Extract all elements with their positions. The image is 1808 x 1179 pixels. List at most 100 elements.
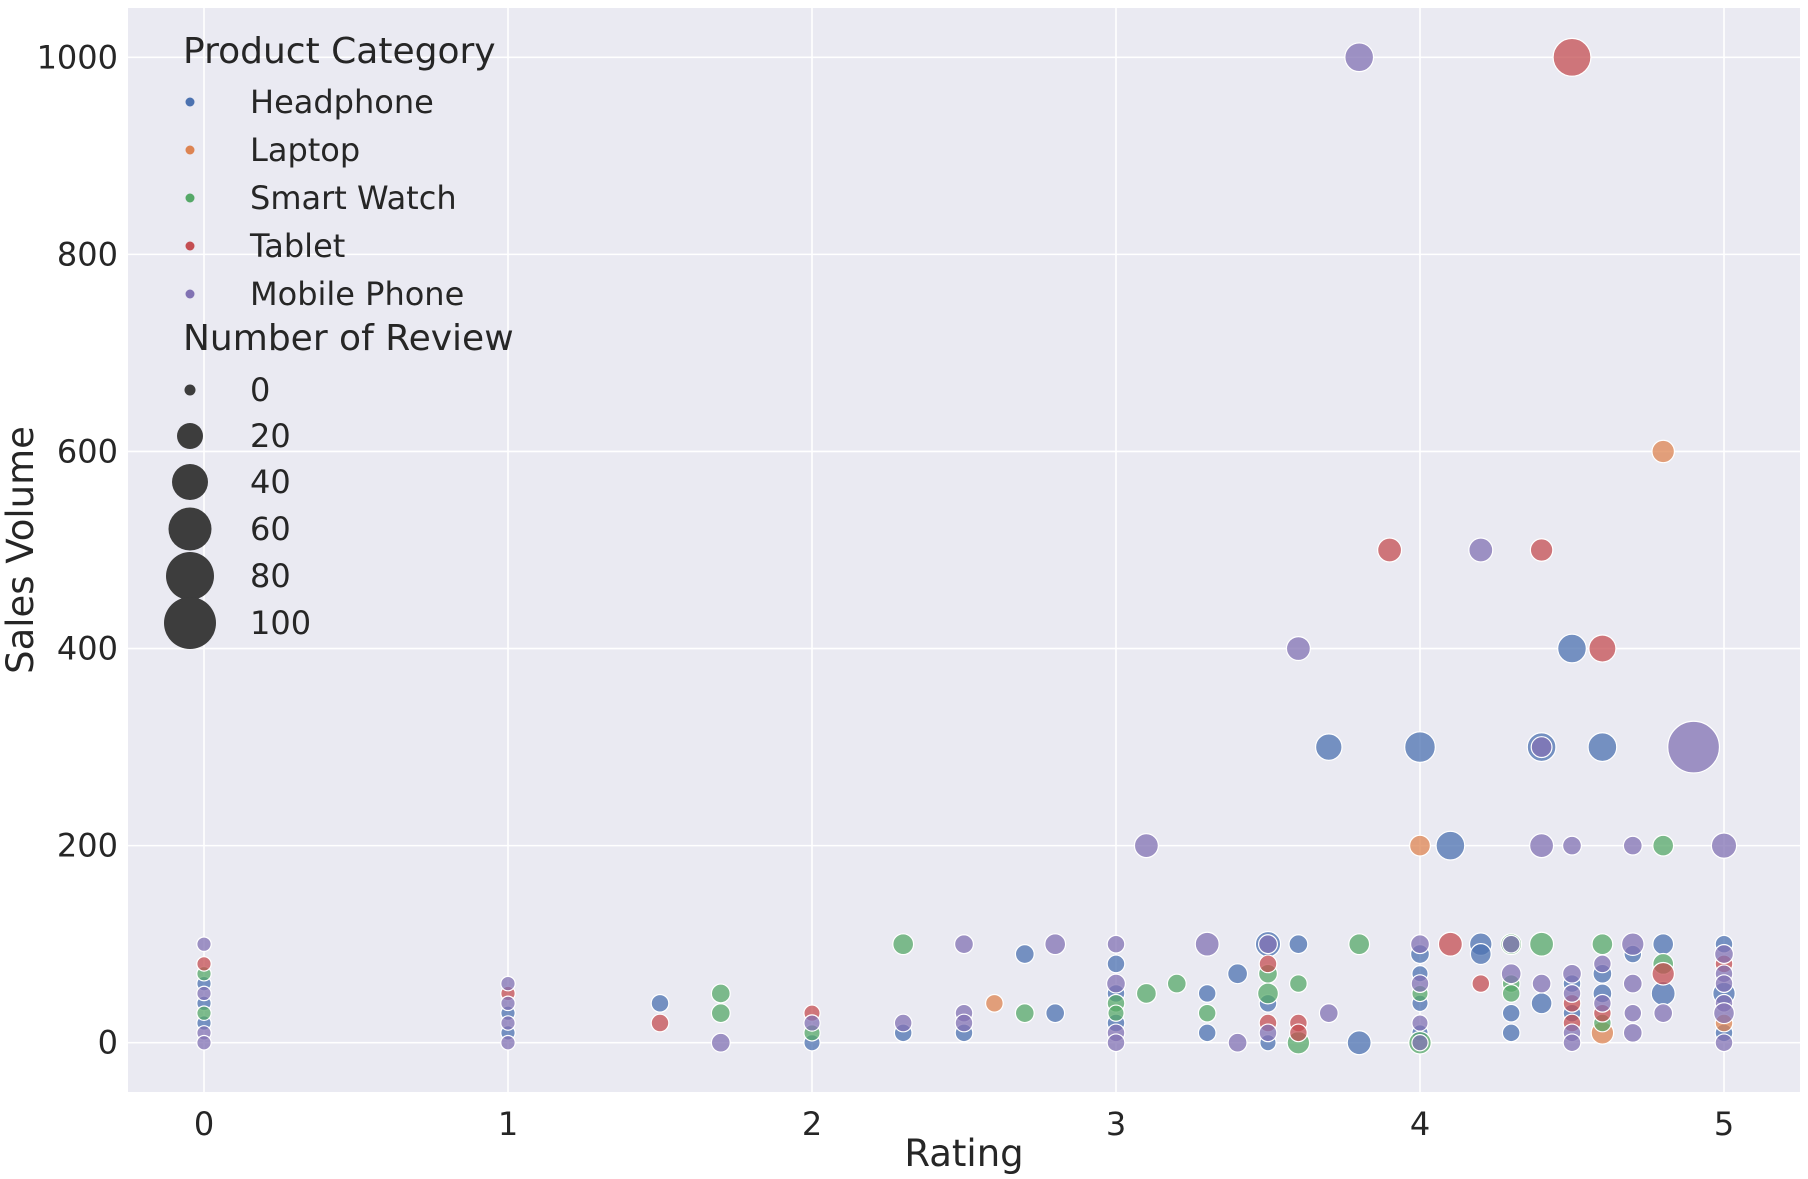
x-tick-label: 0	[194, 1105, 214, 1143]
data-point	[1314, 733, 1343, 761]
x-tick-label: 4	[1410, 1105, 1430, 1143]
data-point	[1197, 1003, 1217, 1023]
legend-label: Mobile Phone	[250, 275, 464, 313]
data-point	[1530, 992, 1553, 1015]
data-point	[1285, 635, 1311, 662]
data-point	[1710, 832, 1738, 859]
data-point	[710, 983, 731, 1004]
data-point	[1194, 931, 1220, 957]
data-point	[1591, 933, 1614, 956]
x-tick-label: 2	[802, 1105, 822, 1143]
legend-size-label: 20	[250, 417, 291, 455]
data-point	[1411, 1014, 1429, 1032]
data-point	[1257, 934, 1278, 955]
x-axis-ticks: 0 1 2 3 4 5	[194, 1105, 1734, 1143]
data-point	[1044, 933, 1067, 956]
data-point	[1410, 974, 1430, 994]
data-point	[1166, 973, 1187, 994]
data-point	[196, 956, 212, 972]
data-point	[1257, 982, 1279, 1005]
data-point	[1592, 954, 1612, 974]
data-point	[1105, 973, 1126, 994]
data-point	[1552, 37, 1592, 77]
data-point	[1318, 1003, 1339, 1024]
data-point	[1557, 633, 1587, 664]
data-point	[1667, 720, 1721, 774]
data-point	[1404, 731, 1436, 764]
data-point	[1501, 934, 1521, 954]
data-point	[1530, 736, 1553, 759]
legend-size-marker	[168, 507, 212, 551]
data-point	[1258, 954, 1278, 974]
data-point	[1713, 944, 1734, 965]
x-axis-title: Rating	[904, 1132, 1023, 1175]
legend-marker	[185, 97, 195, 107]
x-tick-label: 1	[498, 1105, 518, 1143]
grid-lines	[128, 8, 1800, 1092]
data-point	[892, 933, 915, 956]
data-point	[1227, 963, 1249, 985]
data-point	[1561, 835, 1582, 856]
legend-title-size: Number of Review	[183, 318, 514, 359]
data-point	[1653, 1003, 1674, 1024]
plot-background	[128, 8, 1800, 1092]
data-point	[1106, 1033, 1126, 1053]
legend-marker	[185, 193, 195, 203]
data-point	[1409, 934, 1430, 955]
data-point	[1652, 933, 1675, 956]
y-axis-title: Sales Volume	[0, 426, 42, 674]
data-point	[196, 936, 212, 952]
data-point	[1469, 943, 1492, 966]
data-point	[1501, 1003, 1521, 1023]
legend: Product Category Headphone Laptop Smart Wa…	[164, 31, 514, 649]
data-point	[500, 1015, 516, 1031]
legend-marker	[185, 289, 195, 299]
data-point	[1106, 954, 1126, 974]
x-tick-label: 5	[1714, 1105, 1734, 1143]
legend-label: Headphone	[250, 83, 434, 121]
legend-size-entries: 0 20 40 60 80 100	[164, 371, 311, 649]
data-point	[1135, 982, 1157, 1004]
data-point	[1411, 1034, 1429, 1052]
data-point	[1714, 974, 1734, 994]
data-point	[1468, 537, 1494, 563]
legend-category-entries: Headphone Laptop Smart Watch Tablet Mobile P…	[185, 83, 464, 313]
legend-size-label: 100	[250, 604, 311, 642]
y-axis-ticks: 0 200 400 600 800 1000	[37, 38, 118, 1061]
legend-size-label: 40	[250, 463, 291, 501]
data-point	[1652, 834, 1675, 857]
data-point	[1651, 961, 1676, 986]
data-point	[196, 985, 212, 1002]
data-point	[1409, 834, 1431, 857]
data-points	[196, 37, 1738, 1056]
data-point	[650, 993, 670, 1013]
data-point	[710, 1003, 731, 1024]
data-point	[1133, 833, 1159, 859]
y-tick-label: 600	[57, 432, 118, 470]
data-point	[1346, 1030, 1372, 1056]
y-tick-label: 1000	[37, 38, 118, 76]
data-point	[1592, 993, 1612, 1013]
data-point	[1045, 1003, 1066, 1024]
data-point	[1620, 932, 1645, 957]
data-point	[1014, 944, 1035, 965]
data-point	[1714, 1033, 1734, 1053]
data-point	[1377, 537, 1403, 563]
legend-marker	[185, 241, 195, 251]
data-point	[1561, 963, 1582, 984]
data-point	[1622, 835, 1643, 856]
legend-size-marker	[172, 464, 208, 500]
data-point	[500, 995, 516, 1012]
data-point	[1471, 974, 1491, 994]
data-point	[954, 1013, 974, 1033]
data-point	[1562, 984, 1582, 1003]
data-point	[710, 1032, 731, 1053]
data-point	[196, 1034, 212, 1051]
y-tick-label: 400	[57, 630, 118, 668]
data-point	[1529, 833, 1555, 859]
data-point	[1258, 1023, 1278, 1043]
data-point	[1562, 1033, 1582, 1053]
data-point	[650, 1013, 670, 1033]
data-point	[1622, 973, 1643, 994]
